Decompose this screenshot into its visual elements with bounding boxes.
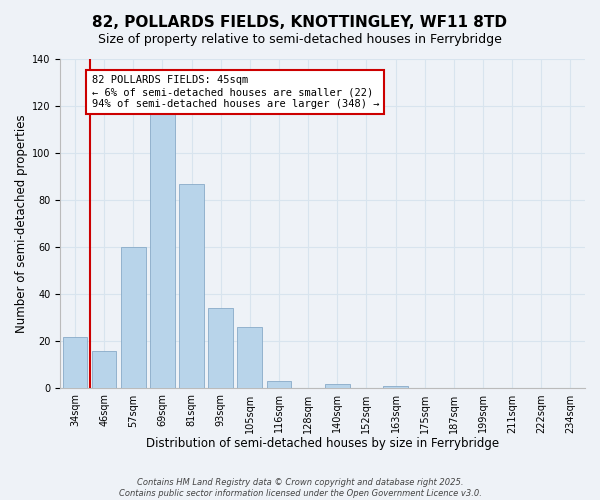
Bar [179, 184, 204, 388]
Bar [150, 113, 175, 388]
Text: 82, POLLARDS FIELDS, KNOTTINGLEY, WF11 8TD: 82, POLLARDS FIELDS, KNOTTINGLEY, WF11 8… [92, 15, 508, 30]
Bar [62, 336, 88, 388]
Bar [383, 386, 408, 388]
Text: Contains HM Land Registry data © Crown copyright and database right 2025.
Contai: Contains HM Land Registry data © Crown c… [119, 478, 481, 498]
Bar [238, 328, 262, 388]
Text: Size of property relative to semi-detached houses in Ferrybridge: Size of property relative to semi-detach… [98, 32, 502, 46]
Bar [266, 382, 292, 388]
Y-axis label: Number of semi-detached properties: Number of semi-detached properties [15, 114, 28, 333]
Bar [325, 384, 350, 388]
Bar [208, 308, 233, 388]
Text: 82 POLLARDS FIELDS: 45sqm
← 6% of semi-detached houses are smaller (22)
94% of s: 82 POLLARDS FIELDS: 45sqm ← 6% of semi-d… [92, 76, 379, 108]
X-axis label: Distribution of semi-detached houses by size in Ferrybridge: Distribution of semi-detached houses by … [146, 437, 499, 450]
Bar [121, 248, 146, 388]
Bar [92, 351, 116, 389]
